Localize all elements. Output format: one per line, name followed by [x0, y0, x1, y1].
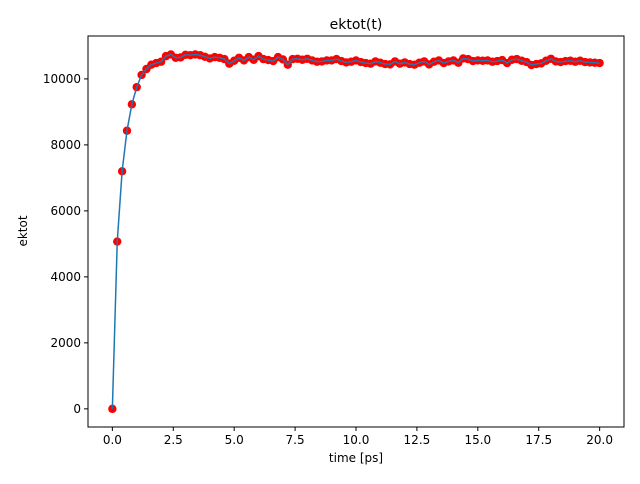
series-line — [111, 53, 600, 409]
x-axis-label: time [ps] — [329, 451, 383, 465]
x-tick-label: 5.0 — [225, 433, 244, 447]
y-axis-label: ektot — [16, 215, 30, 246]
y-tick-label: 6000 — [50, 204, 81, 218]
x-tick-label: 2.5 — [164, 433, 183, 447]
y-tick-label: 2000 — [50, 336, 81, 350]
x-tick-label: 7.5 — [286, 433, 305, 447]
x-tick-label: 20.0 — [586, 433, 613, 447]
x-tick-label: 10.0 — [343, 433, 370, 447]
data-point-marker — [108, 404, 117, 414]
y-tick-label: 8000 — [50, 138, 81, 152]
axis-ticks: 0.0 2.5 5.0 7.5 10.0 12.5 15.0 17.5 20.0 0 2000 400… — [43, 72, 613, 447]
plot-area — [88, 36, 624, 427]
y-tick-label: 4000 — [50, 270, 81, 284]
x-tick-label: 0.0 — [103, 433, 122, 447]
plot-frame — [87, 35, 625, 428]
y-tick-label: 10000 — [43, 72, 81, 86]
chart-title: ektot(t) — [330, 17, 383, 33]
x-tick-label: 17.5 — [525, 433, 552, 447]
x-tick-label: 12.5 — [404, 433, 431, 447]
plot-content — [108, 50, 604, 414]
y-tick-label: 0 — [73, 402, 81, 416]
x-tick-label: 15.0 — [464, 433, 491, 447]
